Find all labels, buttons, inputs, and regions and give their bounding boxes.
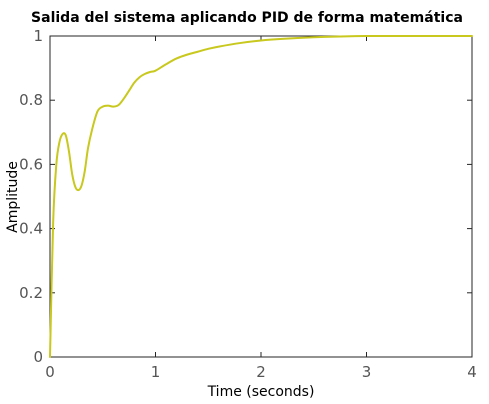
series-layer [49,34,473,358]
y-tick-label: 1 [33,27,43,45]
x-tick-label: 3 [362,363,372,381]
series-line [49,34,473,358]
chart-title: Salida del sistema aplicando PID de form… [31,10,463,26]
plot-area [49,35,473,358]
x-tick-label: 1 [151,363,161,381]
y-tick-label: 0.2 [19,284,43,302]
y-tick-label: 0.4 [19,220,43,238]
y-tick-label: 0.8 [19,91,43,109]
x-tick-label: 0 [45,363,55,381]
axes-box [49,35,473,358]
y-tick-label: 0 [33,348,43,366]
x-tick-label: 2 [256,363,266,381]
x-tick-label: 4 [467,363,477,381]
axis-ticks: 0 1 2 3 4 0 0.2 0.4 0.6 0.8 1 [19,27,477,381]
x-axis-label: Time (seconds) [207,384,315,400]
y-axis-label: Amplitude [5,161,21,233]
y-tick-label: 0.6 [19,155,43,173]
